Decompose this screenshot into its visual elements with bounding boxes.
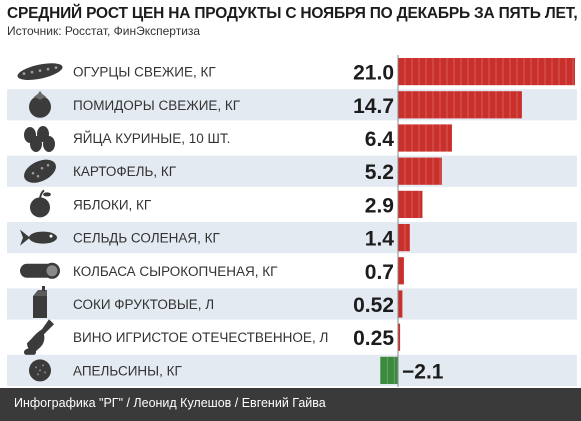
- category-label: КОЛБАСА СЫРОКОПЧЕНАЯ, КГ: [73, 264, 278, 279]
- category-label: ПОМИДОРЫ СВЕЖИЕ, КГ: [73, 98, 241, 113]
- chart-row: ПОМИДОРЫ СВЕЖИЕ, КГ 14.7: [7, 89, 577, 121]
- chart-row: ОГУРЦЫ СВЕЖИЕ, КГ 21.0: [17, 58, 575, 86]
- chart-row: АПЕЛЬСИНЫ, КГ −2.1: [7, 354, 577, 386]
- chart-row: КАРТОФЕЛЬ, КГ 5.2: [7, 155, 577, 187]
- value-label: 2.9: [365, 194, 394, 217]
- value-label: −2.1: [402, 360, 444, 383]
- wine-icon: [24, 319, 54, 357]
- footer-credit: Инфографика "РГ" / Леонид Кулешов / Евге…: [14, 396, 326, 410]
- fish-icon: [20, 229, 57, 246]
- value-label: 1.4: [365, 228, 395, 251]
- potato-icon: [24, 159, 56, 183]
- value-bar: [398, 91, 522, 119]
- value-bar: [398, 190, 423, 218]
- value-bar: [398, 224, 410, 252]
- value-label: 5.2: [365, 161, 394, 184]
- row-stripe: [7, 155, 577, 187]
- category-label: АПЕЛЬСИНЫ, КГ: [73, 363, 183, 378]
- chart-row: КОЛБАСА СЫРОКОПЧЕНАЯ, КГ 0.7: [20, 257, 404, 285]
- category-label: ВИНО ИГРИСТОЕ ОТЕЧЕСТВЕННОЕ, Л: [73, 330, 328, 345]
- row-stripe: [7, 288, 577, 320]
- value-bar: [398, 58, 575, 86]
- orange-icon: [29, 359, 51, 382]
- category-label: СОКИ ФРУКТОВЫЕ, Л: [73, 297, 214, 312]
- chart-row: СЕЛЬДЬ СОЛЕНАЯ, КГ 1.4: [7, 222, 577, 254]
- tomato-icon: [29, 90, 51, 118]
- category-label: ЯБЛОКИ, КГ: [73, 197, 152, 212]
- bar-chart: ОГУРЦЫ СВЕЖИЕ, КГ 21.0 ПОМИДОРЫ СВЕЖИЕ, КГ…: [7, 55, 577, 387]
- value-label: 0.52: [353, 294, 394, 317]
- apple-icon: [30, 189, 51, 218]
- chart-row: ЯБЛОКИ, КГ 2.9: [30, 189, 423, 218]
- value-bar: [398, 157, 442, 185]
- value-label: 14.7: [353, 95, 394, 118]
- value-label: 6.4: [365, 128, 395, 151]
- chart-source: Источник: Росстат, ФинЭкспертиза: [7, 24, 201, 38]
- value-bar: [398, 257, 404, 285]
- value-label: 0.7: [365, 261, 394, 284]
- eggs-icon: [24, 126, 55, 152]
- value-bar: [398, 323, 401, 351]
- value-bar: [380, 356, 398, 384]
- category-label: СЕЛЬДЬ СОЛЕНАЯ, КГ: [73, 231, 220, 246]
- sausage-icon: [20, 262, 60, 279]
- chart-row: СОКИ ФРУКТОВЫЕ, Л 0.52: [7, 286, 577, 320]
- category-label: ЯЙЦА КУРИНЫЕ, 10 ШТ.: [73, 131, 230, 146]
- category-label: ОГУРЦЫ СВЕЖИЕ, КГ: [73, 65, 216, 80]
- value-bar: [398, 290, 403, 318]
- chart-row: ВИНО ИГРИСТОЕ ОТЕЧЕСТВЕННОЕ, Л 0.25: [24, 319, 401, 357]
- footer-bar: Инфографика "РГ" / Леонид Кулешов / Евге…: [0, 388, 581, 421]
- value-label: 21.0: [353, 62, 394, 85]
- juice-icon: [33, 286, 47, 318]
- cucumber-icon: [17, 63, 63, 80]
- value-bar: [398, 124, 452, 152]
- chart-row: ЯЙЦА КУРИНЫЕ, 10 ШТ. 6.4: [24, 124, 452, 152]
- chart-title: СРЕДНИЙ РОСТ ЦЕН НА ПРОДУКТЫ С НОЯБРЯ ПО…: [7, 5, 581, 22]
- value-label: 0.25: [353, 327, 394, 350]
- row-stripe: [7, 222, 577, 254]
- category-label: КАРТОФЕЛЬ, КГ: [73, 164, 177, 179]
- row-stripe: [7, 354, 577, 386]
